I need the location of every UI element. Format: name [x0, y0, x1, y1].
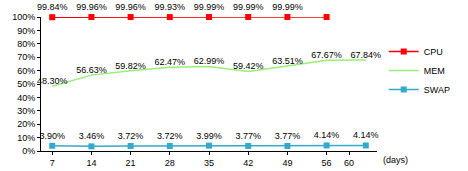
- svg-text:60: 60: [344, 158, 354, 168]
- svg-text:0%: 0%: [22, 146, 35, 156]
- svg-text:21: 21: [126, 158, 136, 168]
- svg-text:90%: 90%: [17, 26, 35, 36]
- svg-text:99.99%: 99.99%: [233, 2, 264, 12]
- svg-text:56.63%: 56.63%: [76, 65, 107, 75]
- svg-text:59.82%: 59.82%: [115, 61, 146, 71]
- svg-text:62.47%: 62.47%: [155, 57, 186, 67]
- svg-text:3.46%: 3.46%: [79, 131, 105, 141]
- svg-text:48.30%: 48.30%: [37, 76, 68, 86]
- svg-text:67.67%: 67.67%: [311, 50, 342, 60]
- svg-text:3.77%: 3.77%: [235, 131, 261, 141]
- svg-text:99.84%: 99.84%: [37, 2, 68, 12]
- svg-text:30%: 30%: [17, 106, 35, 116]
- svg-text:62.99%: 62.99%: [194, 56, 225, 66]
- svg-text:100%: 100%: [12, 12, 35, 22]
- svg-text:56: 56: [322, 158, 332, 168]
- svg-text:3.72%: 3.72%: [157, 131, 183, 141]
- svg-text:35: 35: [204, 158, 214, 168]
- svg-text:3.99%: 3.99%: [196, 131, 222, 141]
- svg-text:99.99%: 99.99%: [272, 2, 303, 12]
- svg-text:SWAP: SWAP: [424, 85, 450, 95]
- svg-text:99.96%: 99.96%: [76, 2, 107, 12]
- svg-text:49: 49: [282, 158, 292, 168]
- svg-text:14: 14: [86, 158, 96, 168]
- svg-text:4.14%: 4.14%: [314, 130, 340, 140]
- svg-text:50%: 50%: [17, 79, 35, 89]
- svg-text:42: 42: [243, 158, 253, 168]
- svg-text:63.51%: 63.51%: [272, 56, 303, 66]
- svg-text:40%: 40%: [17, 93, 35, 103]
- svg-text:4.14%: 4.14%: [353, 130, 379, 140]
- svg-text:3.77%: 3.77%: [275, 131, 301, 141]
- svg-text:70%: 70%: [17, 52, 35, 62]
- svg-text:20%: 20%: [17, 119, 35, 129]
- svg-text:(days): (days): [383, 155, 408, 165]
- svg-text:MEM: MEM: [424, 66, 445, 76]
- svg-text:3.90%: 3.90%: [39, 131, 65, 141]
- svg-text:67.84%: 67.84%: [351, 50, 382, 60]
- svg-text:99.99%: 99.99%: [194, 2, 225, 12]
- svg-text:7: 7: [50, 158, 55, 168]
- svg-text:60%: 60%: [17, 66, 35, 76]
- svg-text:99.96%: 99.96%: [115, 2, 146, 12]
- svg-text:59.42%: 59.42%: [233, 61, 264, 71]
- svg-text:28: 28: [165, 158, 175, 168]
- svg-text:10%: 10%: [17, 133, 35, 143]
- svg-text:80%: 80%: [17, 39, 35, 49]
- svg-text:3.72%: 3.72%: [118, 131, 144, 141]
- svg-text:99.93%: 99.93%: [155, 2, 186, 12]
- svg-text:CPU: CPU: [424, 47, 443, 57]
